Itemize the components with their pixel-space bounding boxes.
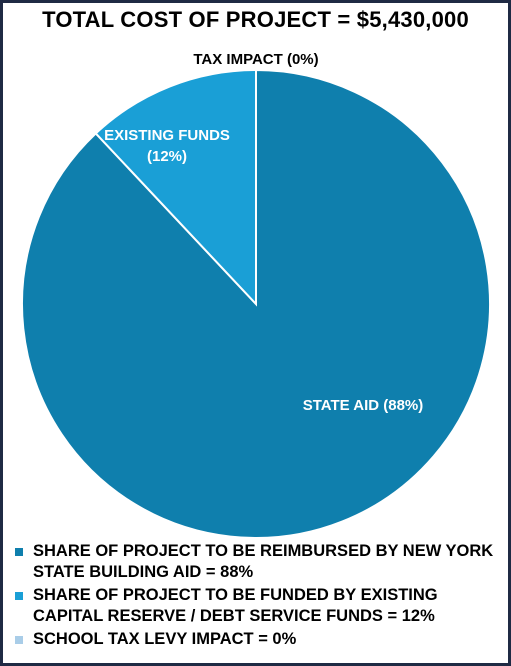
legend-swatch-tax-impact <box>15 636 23 644</box>
legend-swatch-existing-funds <box>15 592 23 600</box>
legend: SHARE OF PROJECT TO BE REIMBURSED BY NEW… <box>15 541 500 652</box>
legend-text-state-aid: SHARE OF PROJECT TO BE REIMBURSED BY NEW… <box>33 542 494 581</box>
pie-chart: TAX IMPACT (0%) EXISTING FUNDS (12%) STA… <box>21 51 492 539</box>
slice-label-state-aid: STATE AID (88%) <box>303 397 424 414</box>
chart-title: TOTAL COST OF PROJECT = $5,430,000 <box>42 7 469 32</box>
legend-item-existing-funds: SHARE OF PROJECT TO BE FUNDED BY EXISTIN… <box>15 585 500 627</box>
legend-text-existing-funds: SHARE OF PROJECT TO BE FUNDED BY EXISTIN… <box>33 586 438 625</box>
pie-slice-existing-funds <box>94 68 257 307</box>
slice-label-existing-funds-line2: (12%) <box>147 148 187 165</box>
legend-text-tax-impact: SCHOOL TAX LEVY IMPACT = 0% <box>33 630 297 648</box>
legend-swatch-state-aid <box>15 548 23 556</box>
legend-item-state-aid: SHARE OF PROJECT TO BE REIMBURSED BY NEW… <box>15 541 500 583</box>
slice-label-tax-impact: TAX IMPACT (0%) <box>193 51 318 68</box>
slice-label-existing-funds-line1: EXISTING FUNDS <box>104 127 230 144</box>
legend-item-tax-impact: SCHOOL TAX LEVY IMPACT = 0% <box>15 629 500 650</box>
